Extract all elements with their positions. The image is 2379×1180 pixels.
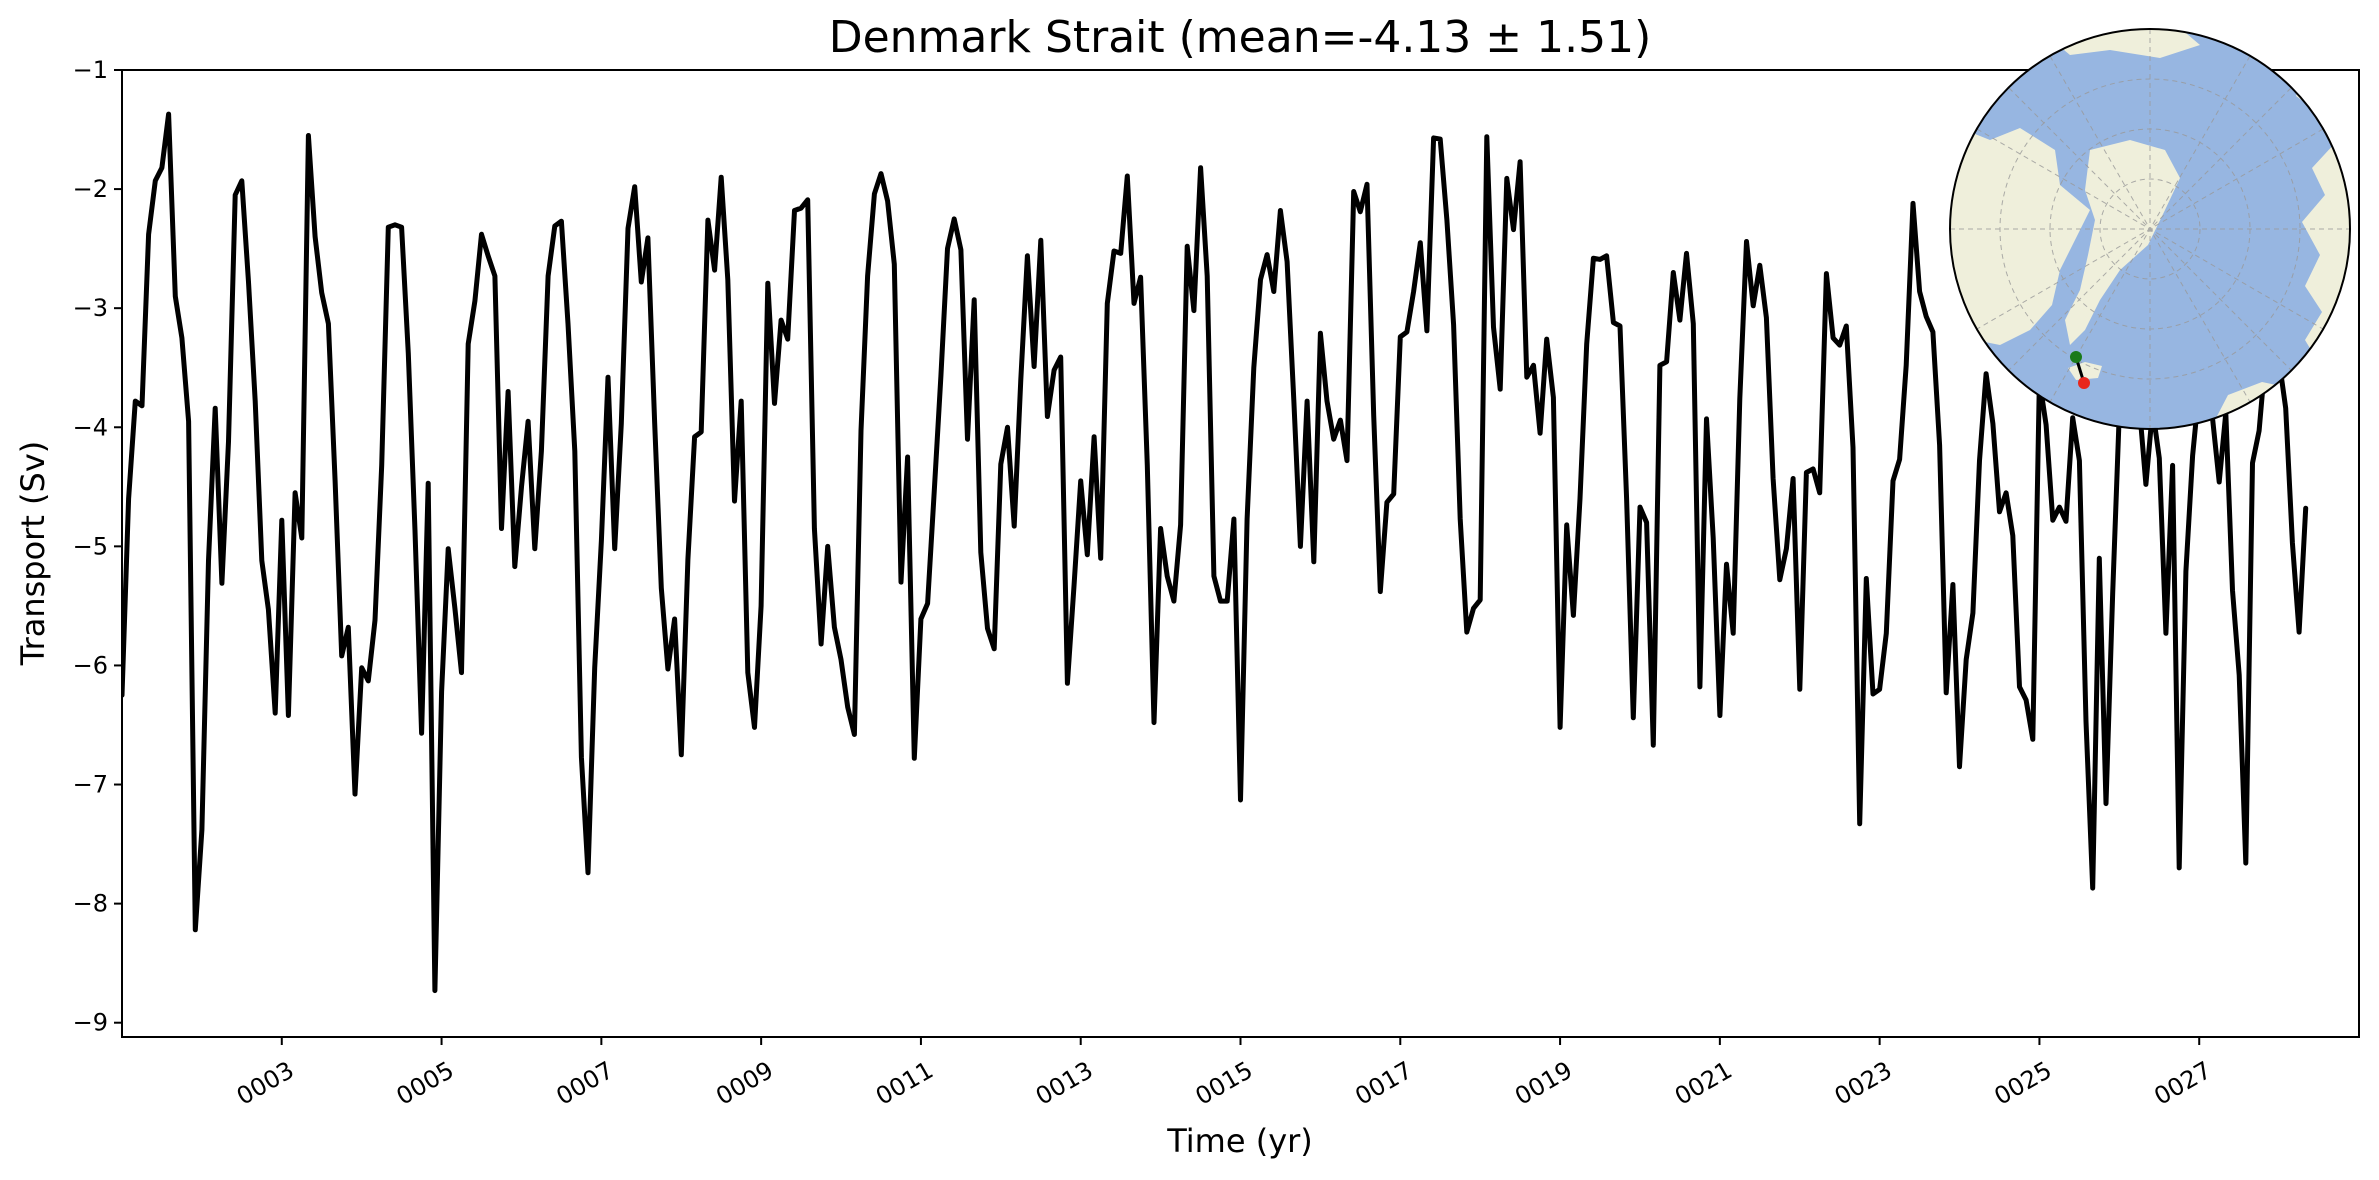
y-axis: −9 −8 −7 −6 −5 −4 −3 −2 −1 [73,56,122,1037]
map-graticule [1950,29,2350,429]
section-end-marker [2078,377,2090,389]
x-tick-label: 0015 [1191,1056,1258,1111]
x-tick-label: 0013 [1031,1056,1098,1111]
y-tick-label: −2 [73,175,108,203]
x-tick-label: 0005 [392,1056,459,1111]
y-tick-label: −4 [73,413,108,441]
y-tick-label: −3 [73,294,108,322]
x-axis-label: Time (yr) [1166,1122,1313,1160]
x-tick-label: 0003 [232,1056,299,1111]
y-axis-label: Transport (Sv) [14,441,52,667]
x-axis: 0003 0005 0007 0009 0011 0013 0015 0017 0019 0021… [232,1037,2216,1111]
y-tick-label: −9 [73,1009,108,1037]
y-tick-label: −7 [73,771,108,799]
map-border [1949,28,2351,430]
series-line [122,111,2309,994]
y-tick-label: −5 [73,532,108,560]
inset-map [1949,28,2351,430]
y-tick-label: −8 [73,890,108,918]
x-tick-label: 0019 [1510,1056,1577,1111]
chart-title: Denmark Strait (mean=-4.13 ± 1.51) [829,12,1652,63]
x-tick-label: 0011 [871,1056,938,1111]
x-tick-label: 0017 [1350,1056,1417,1111]
x-tick-label: 0025 [1990,1056,2057,1111]
x-tick-label: 0007 [551,1056,618,1111]
section-start-marker [2070,351,2082,363]
x-tick-label: 0021 [1670,1056,1737,1111]
y-tick-label: −6 [73,651,108,679]
x-tick-label: 0023 [1830,1056,1897,1111]
x-tick-label: 0009 [711,1056,778,1111]
x-tick-label: 0027 [2149,1056,2216,1111]
y-tick-label: −1 [73,56,108,84]
